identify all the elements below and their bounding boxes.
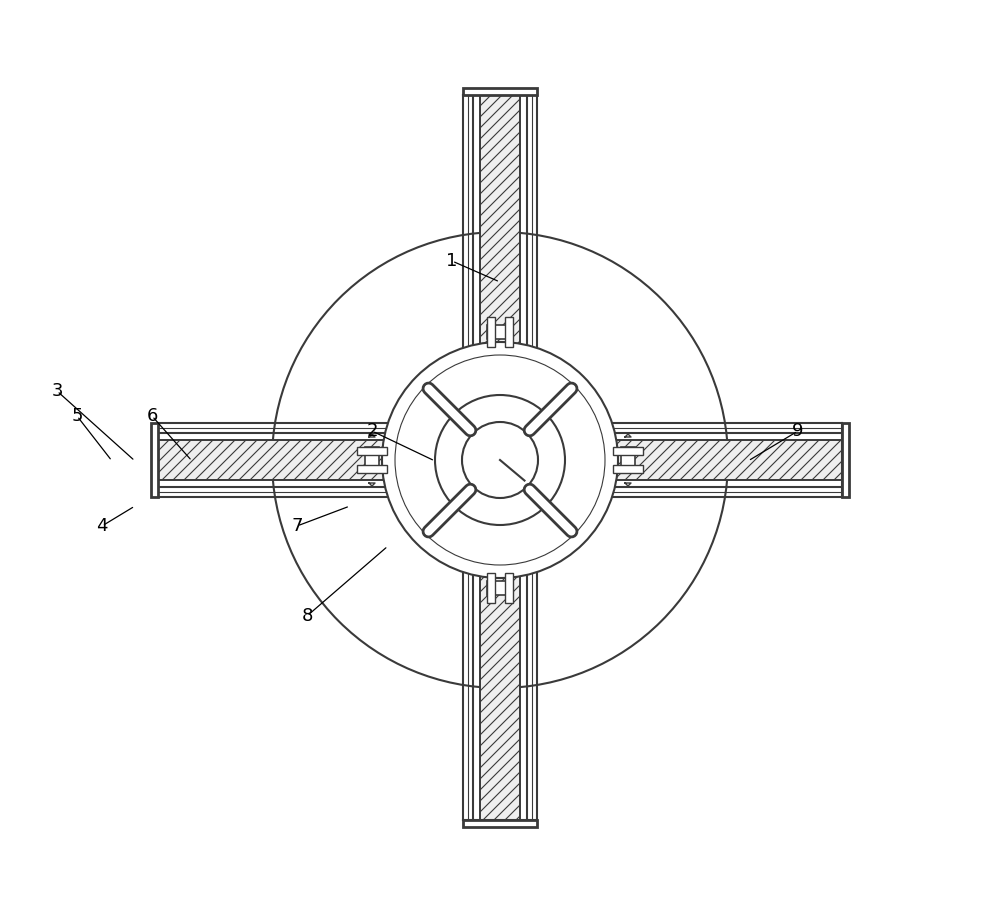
Bar bbox=[463, 88, 537, 95]
Bar bbox=[357, 447, 387, 455]
Bar bbox=[365, 447, 379, 473]
Text: 7: 7 bbox=[291, 517, 303, 535]
Text: 8: 8 bbox=[301, 607, 313, 625]
Bar bbox=[151, 423, 158, 497]
Bar bbox=[357, 465, 387, 473]
Text: 6: 6 bbox=[146, 407, 158, 425]
Bar bbox=[621, 447, 635, 473]
Text: 5: 5 bbox=[71, 407, 83, 425]
Bar bbox=[613, 447, 643, 455]
Bar bbox=[610, 440, 842, 480]
Circle shape bbox=[462, 422, 538, 498]
Bar bbox=[463, 820, 537, 827]
Circle shape bbox=[435, 395, 565, 525]
Bar bbox=[613, 465, 643, 473]
Bar bbox=[480, 95, 520, 350]
Bar bbox=[487, 325, 513, 339]
Text: 1: 1 bbox=[446, 252, 458, 270]
Bar bbox=[842, 423, 849, 497]
Text: 4: 4 bbox=[96, 517, 108, 535]
Bar bbox=[158, 440, 390, 480]
Bar bbox=[487, 573, 495, 603]
Circle shape bbox=[272, 232, 728, 688]
Bar bbox=[480, 570, 520, 820]
Bar bbox=[487, 581, 513, 595]
Text: 2: 2 bbox=[366, 422, 378, 440]
Text: 3: 3 bbox=[51, 382, 63, 400]
Bar bbox=[505, 317, 513, 347]
Circle shape bbox=[382, 342, 618, 578]
Text: 9: 9 bbox=[792, 422, 804, 440]
Bar bbox=[487, 317, 495, 347]
Bar bbox=[505, 573, 513, 603]
Circle shape bbox=[395, 355, 605, 565]
